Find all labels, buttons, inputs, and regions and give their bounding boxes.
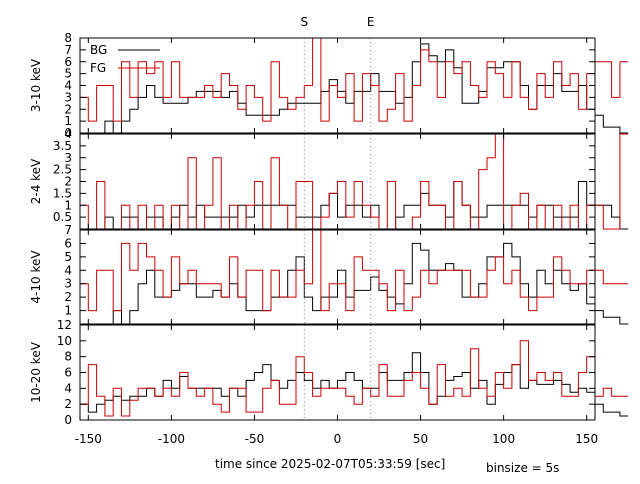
panel-2 [79,229,629,325]
marker-label-s: S [300,15,308,29]
y-tick-label: 1 [64,114,72,128]
panel-frame [79,324,596,421]
y-tick-label: 6 [64,366,72,380]
y-axis-label: 3-10 keV [29,58,43,112]
y-tick-label: 8 [64,350,72,364]
y-tick-label: 1 [64,304,72,318]
x-axis-label: time since 2025-02-07T05:33:59 [sec] [215,457,445,471]
panel-1 [79,133,629,230]
x-tick-label: 100 [492,432,515,446]
y-tick-label: 10 [57,334,72,348]
y-tick-label: 3 [64,277,72,291]
x-tick-label: -50 [245,432,265,446]
y-tick-label: 0 [64,413,72,427]
y-tick-label: 2 [64,397,72,411]
series-fg-line [80,229,629,312]
panel-3 [79,324,629,421]
y-tick-label: 2 [64,102,72,116]
y-tick-label: 4 [64,263,72,277]
y-tick-label: 7 [64,223,72,237]
marker-label-e: E [367,15,375,29]
y-tick-label: 2 [64,175,72,189]
y-tick-label: 3 [64,90,72,104]
y-tick-label: 7 [64,43,72,57]
y-tick-label: 2.5 [53,163,72,177]
x-tick-label: 0 [334,432,342,446]
binsize-label: binsize = 5s [486,461,559,475]
y-axis-label: 2-4 keV [29,158,43,204]
x-tick-label: 50 [413,432,428,446]
y-tick-label: 4 [64,127,72,141]
y-tick-label: 8 [64,31,72,45]
series-fg-line [80,37,629,122]
x-tick-label: 150 [575,432,598,446]
y-tick-label: 4 [64,79,72,93]
y-tick-label: 1.5 [53,186,72,200]
y-tick-label: 12 [57,318,72,332]
y-tick-label: 2 [64,290,72,304]
y-tick-label: 5 [64,250,72,264]
x-tick-label: -100 [158,432,185,446]
series-bg-line [80,352,629,417]
y-tick-label: 5 [64,67,72,81]
y-axis-label: 10-20 keV [29,341,43,403]
y-axis-label: 4-10 keV [29,250,43,304]
series-fg-line [80,340,629,417]
legend-label-fg: FG [90,61,106,75]
y-tick-label: 6 [64,236,72,250]
y-tick-label: 6 [64,55,72,69]
y-tick-label: 1 [64,198,72,212]
x-tick-label: -150 [75,432,102,446]
y-tick-label: 4 [64,381,72,395]
y-tick-label: 0 [64,126,72,140]
y-tick-label: 0.5 [53,210,72,224]
legend-label-bg: BG [90,43,107,57]
panel-0 [79,37,629,134]
y-tick-label: 3.5 [53,139,72,153]
y-tick-label: 3 [64,151,72,165]
series-fg-line [80,133,629,230]
